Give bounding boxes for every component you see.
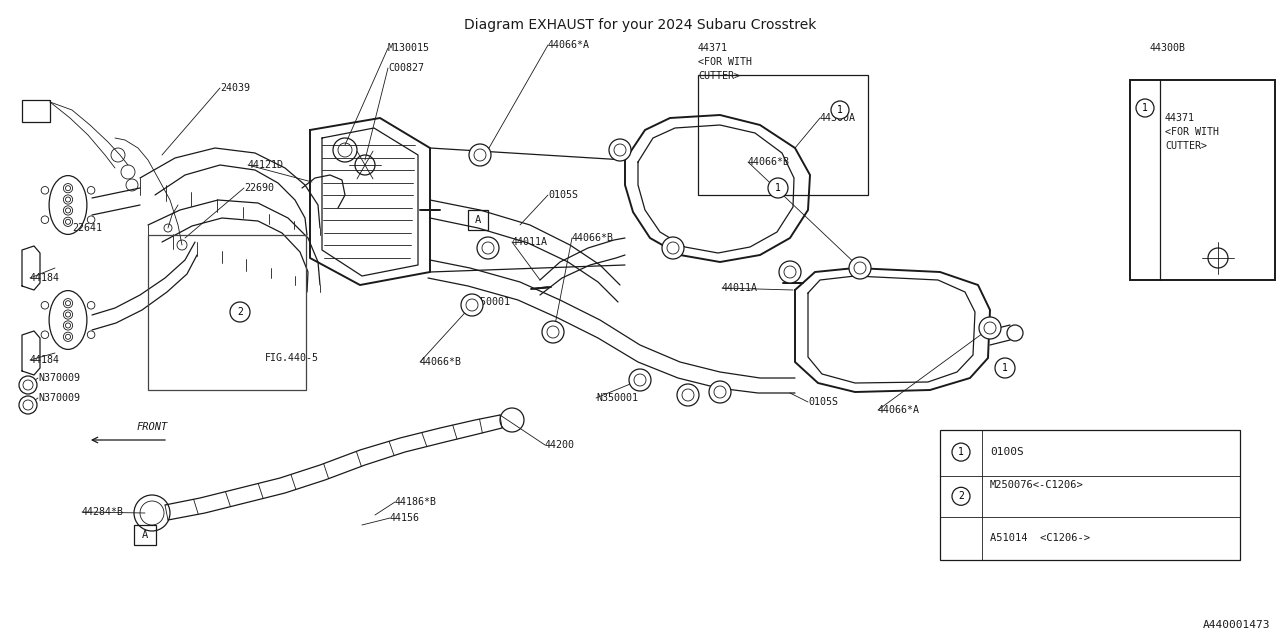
Text: 44371: 44371: [1165, 113, 1196, 123]
Text: C00827: C00827: [388, 63, 424, 73]
Circle shape: [19, 376, 37, 394]
Text: 44300B: 44300B: [1149, 43, 1187, 53]
Circle shape: [849, 257, 870, 279]
Text: A: A: [142, 530, 148, 540]
Text: 22690: 22690: [244, 183, 274, 193]
Bar: [468, 210, 488, 230]
Circle shape: [995, 358, 1015, 378]
Circle shape: [677, 384, 699, 406]
Text: M130015: M130015: [388, 43, 430, 53]
Circle shape: [709, 381, 731, 403]
Text: 44066*B: 44066*B: [748, 157, 790, 167]
Circle shape: [952, 487, 970, 506]
Bar: [940, 430, 1240, 560]
Circle shape: [780, 261, 801, 283]
Circle shape: [768, 178, 788, 198]
Text: 44184: 44184: [29, 355, 60, 365]
Text: Diagram EXHAUST for your 2024 Subaru Crosstrek: Diagram EXHAUST for your 2024 Subaru Cro…: [463, 18, 817, 32]
Text: 44284*B: 44284*B: [82, 507, 124, 517]
Circle shape: [831, 101, 849, 119]
Circle shape: [468, 144, 492, 166]
Bar: [698, 75, 868, 195]
Bar: [148, 235, 306, 390]
Text: 44371: 44371: [698, 43, 728, 53]
Text: 24039: 24039: [220, 83, 250, 93]
Text: 44156: 44156: [390, 513, 420, 523]
Text: 44066*B: 44066*B: [572, 233, 614, 243]
Text: 44200: 44200: [545, 440, 575, 450]
Text: 44121D: 44121D: [248, 160, 284, 170]
Circle shape: [628, 369, 652, 391]
Bar: [1130, 80, 1275, 280]
Text: 44066*B: 44066*B: [420, 357, 462, 367]
Text: <FOR WITH: <FOR WITH: [698, 57, 753, 67]
Text: FIG.440-5: FIG.440-5: [265, 353, 319, 363]
Circle shape: [662, 237, 684, 259]
Circle shape: [979, 317, 1001, 339]
Text: N350001: N350001: [596, 393, 637, 403]
Text: 44011A: 44011A: [722, 283, 758, 293]
Text: 0105S: 0105S: [808, 397, 838, 407]
Bar: [22, 100, 50, 122]
Text: 1: 1: [1142, 103, 1148, 113]
Text: A440001473: A440001473: [1202, 620, 1270, 630]
Circle shape: [461, 294, 483, 316]
Text: <FOR WITH: <FOR WITH: [1165, 127, 1219, 137]
Text: 0105S: 0105S: [548, 190, 579, 200]
Bar: [134, 525, 156, 545]
Text: 44066*A: 44066*A: [878, 405, 920, 415]
Circle shape: [1137, 99, 1155, 117]
Text: M250076<-C1206>: M250076<-C1206>: [989, 479, 1084, 490]
Circle shape: [477, 237, 499, 259]
Circle shape: [952, 443, 970, 461]
Text: 1: 1: [837, 105, 844, 115]
Text: CUTTER>: CUTTER>: [698, 71, 740, 81]
Text: 1: 1: [1002, 363, 1007, 373]
Text: 44066*A: 44066*A: [548, 40, 590, 50]
Text: 2: 2: [957, 492, 964, 501]
Text: 44011A: 44011A: [512, 237, 548, 247]
Text: N370009: N370009: [38, 373, 81, 383]
Text: 44186*B: 44186*B: [396, 497, 436, 507]
Text: 1: 1: [776, 183, 781, 193]
Text: FRONT: FRONT: [137, 422, 168, 432]
Text: 1: 1: [957, 447, 964, 457]
Text: A51014  <C1206->: A51014 <C1206->: [989, 533, 1091, 543]
Text: N370009: N370009: [38, 393, 81, 403]
Circle shape: [230, 302, 250, 322]
Text: A: A: [475, 215, 481, 225]
Text: 44300A: 44300A: [820, 113, 856, 123]
Text: 22641: 22641: [72, 223, 102, 233]
Text: CUTTER>: CUTTER>: [1165, 141, 1207, 151]
Circle shape: [609, 139, 631, 161]
Text: N350001: N350001: [468, 297, 509, 307]
Circle shape: [19, 396, 37, 414]
Text: 44184: 44184: [29, 273, 60, 283]
Text: 0100S: 0100S: [989, 447, 1024, 457]
Circle shape: [541, 321, 564, 343]
Text: 2: 2: [237, 307, 243, 317]
